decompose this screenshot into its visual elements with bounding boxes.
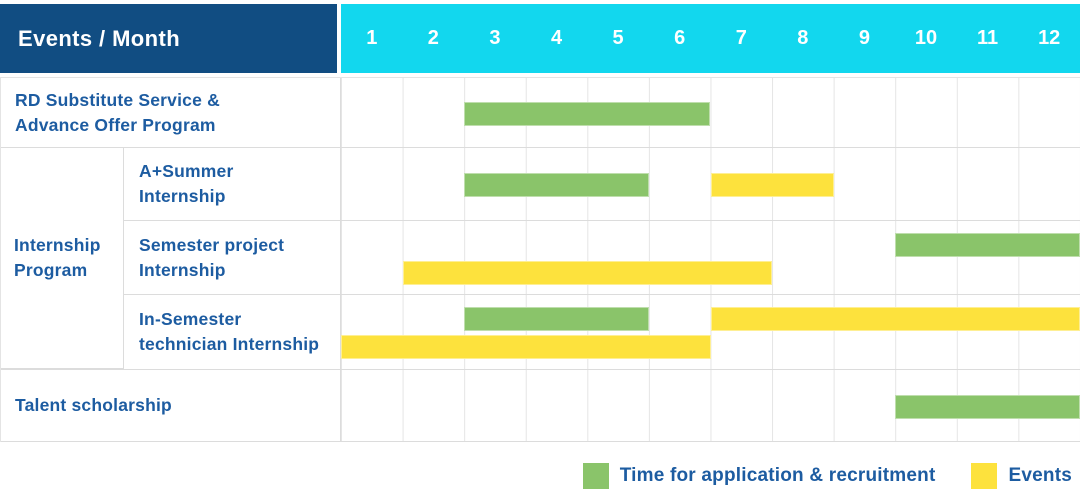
row-timeline: [341, 148, 1080, 220]
month-header-cell: 4: [550, 27, 563, 49]
row-timeline: [341, 295, 1080, 369]
legend-swatch-events: [971, 463, 998, 489]
gantt-bar-event: [402, 261, 773, 285]
month-header-cell: 11: [977, 27, 999, 49]
gantt-bar-event: [710, 173, 834, 197]
legend: Time for application & recruitment Event…: [582, 463, 1072, 489]
table-body: RD Substitute Service & Advance Offer Pr…: [0, 77, 1080, 442]
row-label-line: technician Internship: [139, 334, 320, 354]
month-header-cell: 2: [427, 27, 439, 49]
group-label-line: Internship: [14, 235, 101, 255]
gantt-bar-application: [464, 307, 649, 331]
row-timeline: [341, 78, 1080, 147]
month-header-cell: 5: [612, 27, 624, 49]
row-label-line: A+Summer: [139, 161, 234, 181]
month-header-cell: 1: [366, 27, 378, 49]
gantt-bar-application: [464, 173, 649, 197]
gantt-bar-application: [895, 394, 1080, 419]
row-label-line: Talent scholarship: [15, 395, 172, 415]
gantt-bar-application: [464, 101, 711, 126]
group-body: A+Summer Internship Semester project Int…: [124, 148, 1080, 369]
legend-label-application: Time for application & recruitment: [619, 465, 936, 486]
table-row: A+Summer Internship: [124, 148, 1080, 221]
row-label-line: In-Semester: [139, 309, 242, 329]
row-label-line: Semester project: [139, 234, 285, 255]
row-timeline: [341, 370, 1080, 441]
table-row: Semester project Internship: [124, 221, 1080, 295]
row-label-a-plus-summer: A+Summer Internship: [124, 148, 341, 220]
group-label-internship-program: Internship Program: [1, 148, 124, 369]
table-row: Talent scholarship: [1, 369, 1080, 442]
gantt-chart-page: Events / Month 1 2 3 4 5 6 7 8 9 10 11 1…: [0, 4, 1080, 494]
gantt-bar-event: [341, 335, 711, 359]
header-divider: [337, 4, 341, 73]
month-header-row: 1 2 3 4 5 6 7 8 9 10 11 12: [341, 4, 1080, 73]
row-timeline: [341, 221, 1080, 294]
table-row: In-Semester technician Internship: [124, 295, 1080, 369]
row-label-line: Internship: [139, 259, 226, 280]
group-label-line: Program: [14, 260, 88, 280]
row-label-semester-project: Semester project Internship: [124, 221, 341, 294]
month-header-cell: 10: [914, 27, 938, 49]
month-header-cell: 7: [735, 27, 747, 49]
table-row: RD Substitute Service & Advance Offer Pr…: [1, 78, 1080, 148]
row-label-line: Internship: [139, 186, 226, 206]
legend-label-events: Events: [1008, 465, 1072, 486]
month-header-cell: 6: [674, 27, 686, 49]
events-month-header-cell: Events / Month: [0, 4, 337, 73]
row-group-internship-program: Internship Program A+Summer Internship: [1, 148, 1080, 369]
row-label-talent-scholarship: Talent scholarship: [1, 370, 341, 441]
gantt-bar-event: [710, 307, 1080, 331]
row-label-line: Advance Offer Program: [15, 114, 216, 135]
month-header-cell: 3: [489, 27, 501, 49]
month-header-cell: 8: [797, 27, 809, 49]
row-label-line: RD Substitute Service &: [15, 89, 220, 110]
row-label-rd-substitute: RD Substitute Service & Advance Offer Pr…: [1, 78, 341, 147]
row-label-in-semester-technician: In-Semester technician Internship: [124, 295, 341, 369]
table-header-row: Events / Month 1 2 3 4 5 6 7 8 9 10 11 1…: [0, 4, 1080, 73]
legend-swatch-application: [582, 463, 609, 489]
month-header-cell: 12: [1038, 27, 1061, 49]
gantt-bar-application: [895, 233, 1080, 257]
month-header-cell: 9: [858, 27, 870, 49]
